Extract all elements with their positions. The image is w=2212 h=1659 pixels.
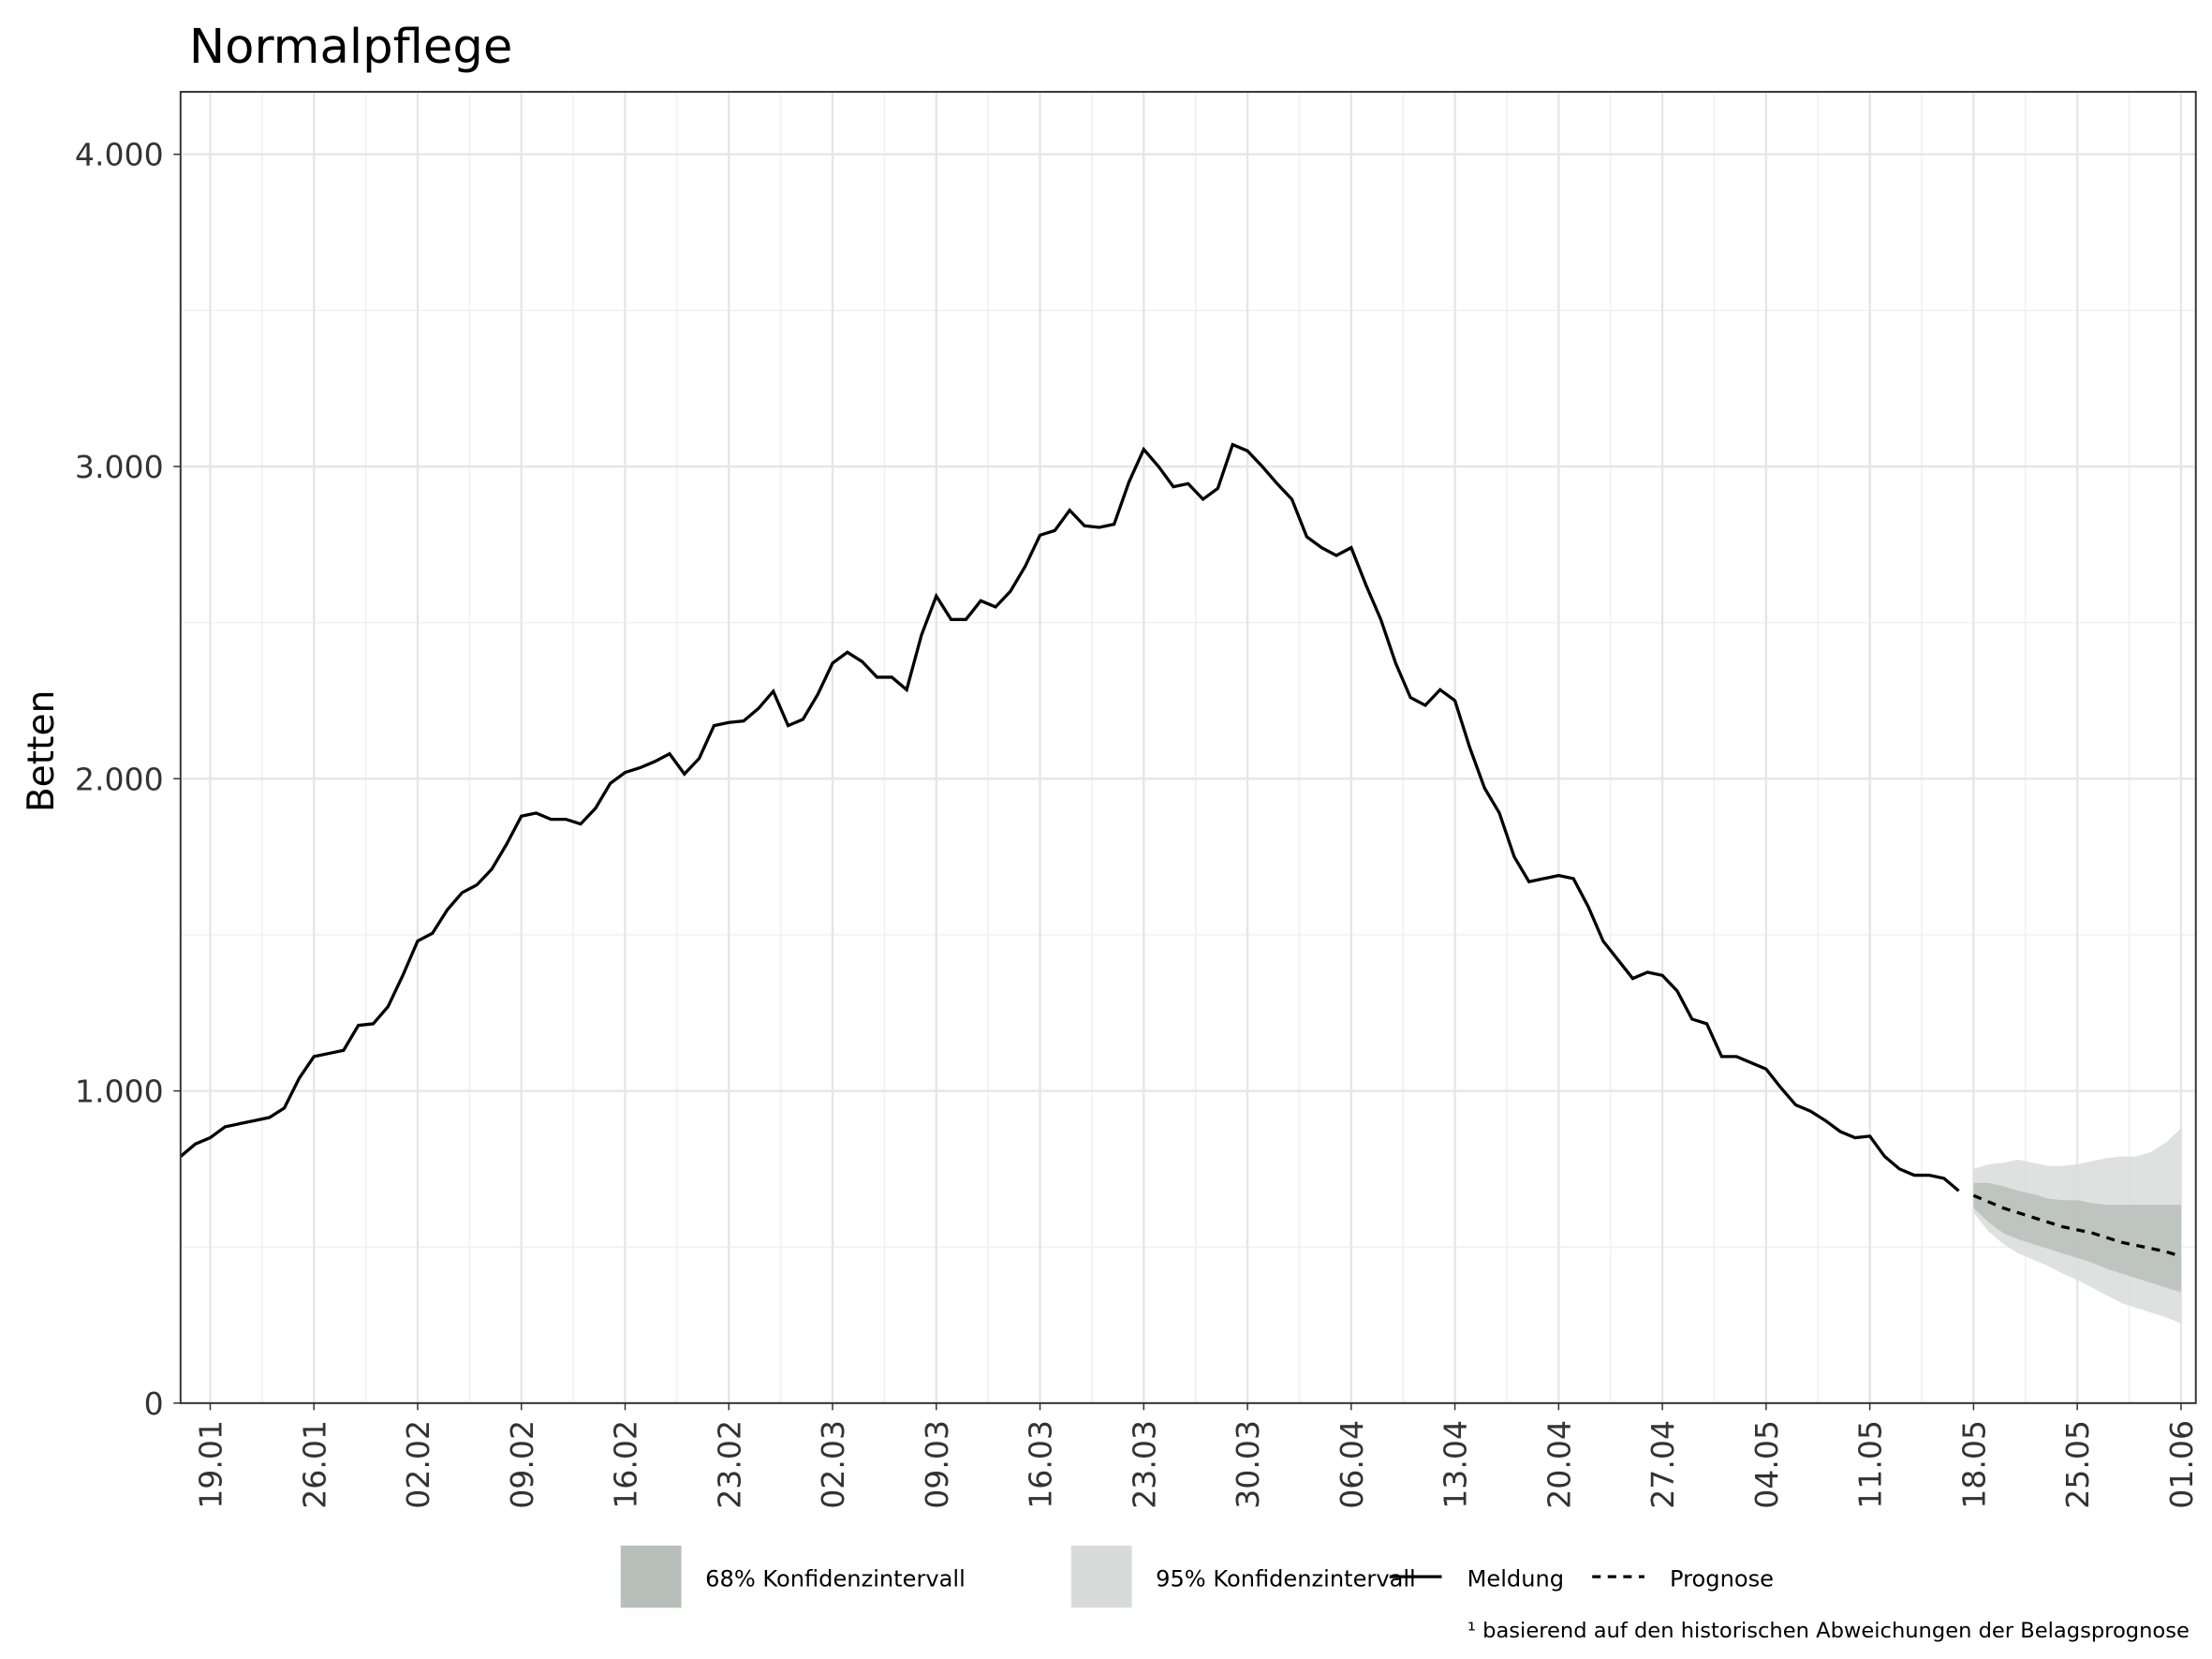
x-tick-label: 02.02 — [400, 1420, 436, 1509]
legend-label: 68% Konfidenzintervall — [705, 1566, 966, 1592]
x-tick-label: 30.03 — [1230, 1420, 1266, 1509]
x-tick-label: 16.02 — [608, 1420, 644, 1509]
legend-label: 95% Konfidenzintervall — [1156, 1566, 1416, 1592]
chart-title: Normalpflege — [189, 19, 513, 75]
x-tick-label: 20.04 — [1541, 1420, 1577, 1509]
x-tick-label: 04.05 — [1748, 1420, 1785, 1509]
footnote: ¹ basierend auf den historischen Abweich… — [1467, 1619, 2190, 1643]
legend-label: Prognose — [1670, 1566, 1774, 1592]
x-tick-label: 16.03 — [1023, 1420, 1059, 1509]
data-line — [179, 442, 1960, 1192]
x-tick-label: 23.03 — [1126, 1420, 1162, 1509]
x-tick-label: 11.05 — [1852, 1420, 1889, 1509]
legend-label: Meldung — [1467, 1566, 1564, 1592]
x-tick-label: 25.05 — [2059, 1420, 2096, 1509]
legend-swatch — [1070, 1545, 1132, 1608]
x-tick-label: 26.01 — [296, 1420, 332, 1509]
x-tick-label: 13.04 — [1438, 1420, 1474, 1509]
legend-swatch — [620, 1545, 682, 1608]
y-tick-label: 1.000 — [75, 1074, 164, 1110]
x-tick-label: 27.04 — [1644, 1420, 1681, 1509]
x-tick-label: 06.04 — [1334, 1420, 1370, 1509]
plot-frame — [179, 91, 2197, 1404]
confidence-band — [1973, 1182, 2181, 1293]
plot-background — [180, 92, 2196, 1403]
x-tick-label: 18.05 — [1955, 1420, 1992, 1509]
y-tick-label: 0 — [144, 1385, 164, 1422]
x-tick-label: 09.03 — [919, 1420, 955, 1509]
x-tick-label: 02.03 — [815, 1420, 851, 1509]
x-tick-label: 23.02 — [711, 1420, 747, 1509]
y-tick-label: 3.000 — [75, 449, 164, 485]
y-tick-label: 2.000 — [75, 761, 164, 797]
data-line — [1972, 1193, 2182, 1258]
y-tick-label: 4.000 — [75, 137, 164, 173]
x-tick-label: 01.06 — [2163, 1420, 2200, 1509]
x-tick-label: 09.02 — [504, 1420, 540, 1509]
y-axis-title: Betten — [21, 690, 63, 813]
x-tick-label: 19.01 — [193, 1420, 229, 1509]
